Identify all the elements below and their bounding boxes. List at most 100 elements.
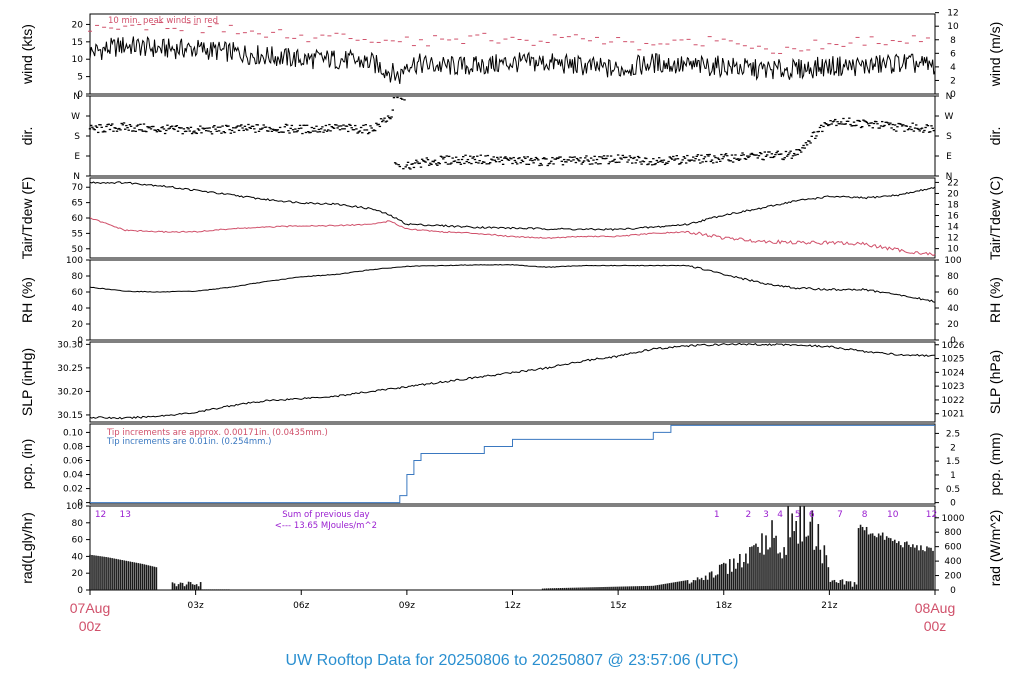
rad-ytick-label-right: 600 xyxy=(944,543,961,553)
rh-ytick-label-right: 0 xyxy=(950,336,956,346)
temp-ytick-label-right: 22 xyxy=(947,178,958,188)
rad-bar xyxy=(155,567,158,590)
air-temp-series xyxy=(89,181,936,231)
rad-hour-label: 12 xyxy=(95,510,106,520)
rad-bar xyxy=(561,587,564,590)
rad-bar xyxy=(749,547,751,590)
wind-ytick-label-right: 8 xyxy=(950,36,956,46)
rad-bar xyxy=(751,546,753,590)
rad-bar xyxy=(604,586,606,590)
rad-bar xyxy=(642,586,645,590)
rad-bar xyxy=(541,588,544,590)
rad-bar xyxy=(767,549,769,590)
rad-bar xyxy=(676,581,679,590)
rad-bar xyxy=(588,587,590,590)
rad-bar xyxy=(791,513,793,590)
rad-bar xyxy=(638,586,641,590)
rad-bar xyxy=(763,554,765,590)
rad-bar xyxy=(781,558,783,590)
rad-bar xyxy=(807,535,810,590)
rad-bar xyxy=(213,589,216,590)
rad-bar xyxy=(857,528,860,590)
wind-ytick-label-left: 20 xyxy=(72,20,84,30)
rad-bar xyxy=(201,589,204,590)
x-start-date: 07Aug xyxy=(70,600,110,616)
rad-bar xyxy=(215,589,218,590)
rad-bar xyxy=(889,538,892,590)
rad-bar xyxy=(608,586,610,590)
rad-bar xyxy=(783,547,785,590)
rad-bar xyxy=(543,588,546,590)
rad-bar xyxy=(658,584,661,590)
rad-bar xyxy=(606,586,608,590)
rad-bar xyxy=(137,563,140,590)
rh-ytick-label-right: 20 xyxy=(947,320,959,330)
rad-bar xyxy=(777,553,779,590)
dir-ylabel-left: dir. xyxy=(19,127,35,146)
temp-ytick-label-left: 50 xyxy=(72,245,84,255)
rad-bar xyxy=(115,558,117,590)
rad-bar xyxy=(648,585,651,590)
rad-bar xyxy=(173,583,176,590)
rad-bar xyxy=(614,586,616,590)
rad-bar xyxy=(91,555,93,590)
rad-bar xyxy=(626,586,628,590)
rad-bar xyxy=(871,533,874,590)
rad-bar xyxy=(121,560,123,590)
rad-bar xyxy=(759,552,761,590)
rad-bar xyxy=(105,557,107,590)
dir-ytick-label-right: W xyxy=(945,112,954,122)
rad-bar xyxy=(672,582,675,590)
rad-bar xyxy=(690,582,693,590)
rad-note-value: <--- 13.65 MJoules/m^2 xyxy=(275,521,377,531)
rad-bar xyxy=(654,585,657,590)
temp-ytick-label-left: 65 xyxy=(72,199,83,209)
wind-ytick-label-left: 15 xyxy=(72,38,83,48)
rad-bar xyxy=(584,587,586,590)
x-tick-label: 15z xyxy=(610,601,626,611)
rad-bar xyxy=(893,539,896,590)
pcp-ytick-label-right: 1.5 xyxy=(946,457,960,467)
rad-bar xyxy=(769,547,771,590)
rad-bar xyxy=(739,553,741,590)
temp-ytick-label-left: 60 xyxy=(72,214,84,224)
rad-bar xyxy=(630,586,633,590)
rad-bar xyxy=(195,584,198,590)
rad-bar xyxy=(922,550,924,590)
rad-bar xyxy=(825,555,828,590)
rad-bar xyxy=(771,520,773,590)
rad-bar xyxy=(865,526,868,590)
rad-bar xyxy=(692,580,695,590)
rad-bar xyxy=(706,579,709,590)
rad-bar xyxy=(708,572,711,590)
rad-bar xyxy=(718,564,721,590)
rad-ytick-label-left: 20 xyxy=(72,569,84,579)
rad-bar xyxy=(151,566,154,590)
rad-bar xyxy=(197,586,200,590)
rad-bar xyxy=(904,542,906,590)
dewpoint-series xyxy=(89,217,936,257)
x-tick-label: 21z xyxy=(821,601,837,611)
rad-bar xyxy=(712,577,715,590)
rad-bar xyxy=(549,588,552,590)
rad-bar xyxy=(592,587,594,590)
rad-bar xyxy=(664,583,667,590)
rad-bar xyxy=(570,587,572,590)
rad-bar xyxy=(811,510,814,590)
rad-bar xyxy=(902,547,904,590)
rad-bar xyxy=(223,589,226,590)
rad-bar xyxy=(930,547,932,590)
rad-bar xyxy=(700,577,703,590)
rad-hour-label: 6 xyxy=(809,510,815,520)
rad-bar xyxy=(185,584,188,590)
rad-bar xyxy=(145,564,148,590)
dir-ytick-label-right: N xyxy=(946,172,953,182)
rad-bar xyxy=(103,556,105,590)
rad-bar xyxy=(877,533,880,590)
rad-bar xyxy=(733,558,735,590)
rad-bar xyxy=(883,539,886,590)
rad-bar xyxy=(193,584,196,590)
temp-ytick-label-left: 55 xyxy=(72,229,83,239)
wind-ytick-label-right: 4 xyxy=(950,63,956,73)
rad-bar xyxy=(819,549,822,590)
